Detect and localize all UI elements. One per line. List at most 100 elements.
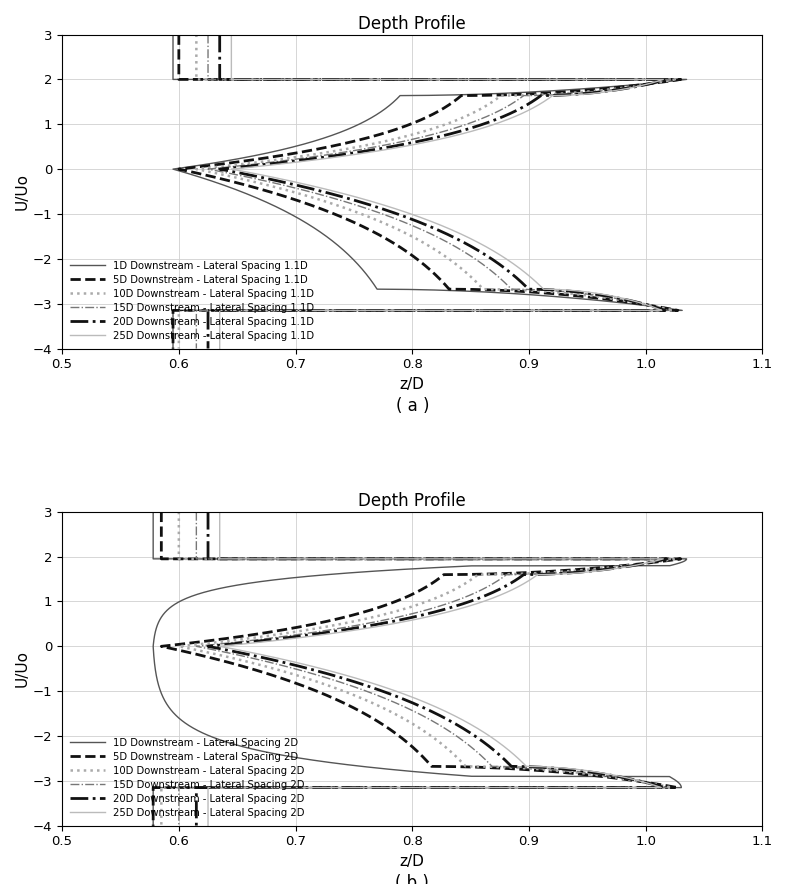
1D Downstream - Lateral Spacing 1.1D (359, 266, 369, 277)
10D Downstream - Lateral Spacing 2D (594, 770, 604, 781)
15D Downstream - Lateral Spacing 2D (638, 777, 648, 788)
10D Downstream - Lateral Spacing 2D (639, 777, 649, 788)
1D Downstream - Lateral Spacing 1.1D (567, 293, 576, 303)
5D Downstream - Lateral Spacing 2D (148, 820, 158, 831)
20D Downstream - Lateral Spacing 2D (366, 682, 375, 692)
Y-axis label: U/Uo: U/Uo (15, 173, 30, 210)
25D Downstream - Lateral Spacing 1.1D (621, 84, 630, 95)
1D Downstream - Lateral Spacing 2D (176, 713, 185, 724)
20D Downstream - Lateral Spacing 2D (606, 770, 615, 781)
10D Downstream - Lateral Spacing 2D (400, 713, 409, 724)
15D Downstream - Lateral Spacing 1.1D (642, 300, 652, 310)
15D Downstream - Lateral Spacing 2D (174, 820, 184, 831)
10D Downstream - Lateral Spacing 2D (600, 563, 609, 574)
1D Downstream - Lateral Spacing 1.1D (169, 29, 178, 40)
25D Downstream - Lateral Spacing 2D (638, 777, 648, 788)
25D Downstream - Lateral Spacing 2D (502, 743, 511, 754)
Line: 5D Downstream - Lateral Spacing 1.1D: 5D Downstream - Lateral Spacing 1.1D (173, 34, 681, 348)
1D Downstream - Lateral Spacing 1.1D (329, 237, 338, 248)
5D Downstream - Lateral Spacing 2D (301, 682, 310, 692)
5D Downstream - Lateral Spacing 1.1D (597, 84, 607, 95)
15D Downstream - Lateral Spacing 2D (469, 743, 478, 754)
10D Downstream - Lateral Spacing 1.1D (344, 204, 354, 215)
20D Downstream - Lateral Spacing 2D (488, 743, 497, 754)
1D Downstream - Lateral Spacing 1.1D (578, 84, 587, 95)
15D Downstream - Lateral Spacing 1.1D (203, 29, 213, 40)
5D Downstream - Lateral Spacing 1.1D (318, 204, 328, 215)
20D Downstream - Lateral Spacing 1.1D (642, 300, 652, 310)
5D Downstream - Lateral Spacing 2D (157, 507, 166, 517)
1D Downstream - Lateral Spacing 1.1D (634, 300, 643, 310)
Line: 20D Downstream - Lateral Spacing 2D: 20D Downstream - Lateral Spacing 2D (196, 512, 667, 826)
10D Downstream - Lateral Spacing 1.1D (174, 343, 184, 354)
15D Downstream - Lateral Spacing 1.1D (191, 343, 201, 354)
10D Downstream - Lateral Spacing 1.1D (460, 266, 470, 277)
1D Downstream - Lateral Spacing 2D (148, 507, 158, 517)
5D Downstream - Lateral Spacing 2D (585, 770, 595, 781)
25D Downstream - Lateral Spacing 1.1D (227, 29, 236, 40)
25D Downstream - Lateral Spacing 2D (615, 563, 624, 574)
Line: 1D Downstream - Lateral Spacing 2D: 1D Downstream - Lateral Spacing 2D (153, 512, 686, 826)
Line: 15D Downstream - Lateral Spacing 2D: 15D Downstream - Lateral Spacing 2D (179, 512, 669, 826)
Line: 25D Downstream - Lateral Spacing 1.1D: 25D Downstream - Lateral Spacing 1.1D (220, 34, 663, 348)
25D Downstream - Lateral Spacing 2D (215, 507, 225, 517)
20D Downstream - Lateral Spacing 2D (611, 563, 621, 574)
20D Downstream - Lateral Spacing 1.1D (203, 343, 213, 354)
25D Downstream - Lateral Spacing 1.1D (393, 204, 403, 215)
Text: ( b ): ( b ) (396, 874, 429, 884)
5D Downstream - Lateral Spacing 1.1D (174, 29, 184, 40)
15D Downstream - Lateral Spacing 1.1D (614, 84, 623, 95)
10D Downstream - Lateral Spacing 1.1D (418, 237, 427, 248)
Line: 5D Downstream - Lateral Spacing 2D: 5D Downstream - Lateral Spacing 2D (153, 512, 681, 826)
1D Downstream - Lateral Spacing 2D (452, 770, 461, 781)
Line: 15D Downstream - Lateral Spacing 1.1D: 15D Downstream - Lateral Spacing 1.1D (196, 34, 669, 348)
Title: Depth Profile: Depth Profile (359, 492, 466, 510)
25D Downstream - Lateral Spacing 2D (203, 820, 213, 831)
25D Downstream - Lateral Spacing 2D (609, 770, 619, 781)
20D Downstream - Lateral Spacing 2D (203, 507, 213, 517)
15D Downstream - Lateral Spacing 2D (607, 563, 616, 574)
5D Downstream - Lateral Spacing 2D (370, 713, 379, 724)
Line: 25D Downstream - Lateral Spacing 2D: 25D Downstream - Lateral Spacing 2D (208, 512, 663, 826)
15D Downstream - Lateral Spacing 2D (349, 682, 359, 692)
Legend: 1D Downstream - Lateral Spacing 2D, 5D Downstream - Lateral Spacing 2D, 10D Down: 1D Downstream - Lateral Spacing 2D, 5D D… (67, 735, 307, 820)
15D Downstream - Lateral Spacing 1.1D (488, 266, 497, 277)
X-axis label: z/D: z/D (400, 854, 425, 869)
1D Downstream - Lateral Spacing 2D (154, 682, 164, 692)
Line: 20D Downstream - Lateral Spacing 1.1D: 20D Downstream - Lateral Spacing 1.1D (208, 34, 667, 348)
20D Downstream - Lateral Spacing 1.1D (458, 237, 467, 248)
1D Downstream - Lateral Spacing 1.1D (277, 204, 287, 215)
1D Downstream - Lateral Spacing 2D (422, 563, 432, 574)
10D Downstream - Lateral Spacing 2D (157, 820, 166, 831)
25D Downstream - Lateral Spacing 1.1D (616, 293, 626, 303)
Legend: 1D Downstream - Lateral Spacing 1.1D, 5D Downstream - Lateral Spacing 1.1D, 10D : 1D Downstream - Lateral Spacing 1.1D, 5D… (67, 257, 318, 344)
25D Downstream - Lateral Spacing 1.1D (519, 266, 529, 277)
10D Downstream - Lateral Spacing 1.1D (602, 293, 611, 303)
Line: 1D Downstream - Lateral Spacing 1.1D: 1D Downstream - Lateral Spacing 1.1D (173, 34, 686, 348)
25D Downstream - Lateral Spacing 2D (456, 713, 466, 724)
15D Downstream - Lateral Spacing 2D (191, 507, 201, 517)
15D Downstream - Lateral Spacing 1.1D (442, 237, 452, 248)
5D Downstream - Lateral Spacing 1.1D (427, 266, 437, 277)
10D Downstream - Lateral Spacing 2D (443, 743, 452, 754)
5D Downstream - Lateral Spacing 1.1D (641, 300, 651, 310)
25D Downstream - Lateral Spacing 1.1D (641, 300, 651, 310)
Line: 10D Downstream - Lateral Spacing 1.1D: 10D Downstream - Lateral Spacing 1.1D (179, 34, 675, 348)
1D Downstream - Lateral Spacing 1.1D (169, 343, 178, 354)
25D Downstream - Lateral Spacing 1.1D (215, 343, 225, 354)
20D Downstream - Lateral Spacing 1.1D (619, 84, 628, 95)
5D Downstream - Lateral Spacing 1.1D (387, 237, 396, 248)
25D Downstream - Lateral Spacing 1.1D (472, 237, 481, 248)
5D Downstream - Lateral Spacing 1.1D (169, 343, 178, 354)
5D Downstream - Lateral Spacing 1.1D (592, 293, 601, 303)
10D Downstream - Lateral Spacing 2D (174, 507, 184, 517)
20D Downstream - Lateral Spacing 1.1D (215, 29, 225, 40)
5D Downstream - Lateral Spacing 2D (639, 777, 649, 788)
20D Downstream - Lateral Spacing 1.1D (504, 266, 514, 277)
20D Downstream - Lateral Spacing 2D (191, 820, 201, 831)
25D Downstream - Lateral Spacing 2D (379, 682, 388, 692)
Line: 10D Downstream - Lateral Spacing 2D: 10D Downstream - Lateral Spacing 2D (162, 512, 675, 826)
Y-axis label: U/Uo: U/Uo (15, 651, 30, 687)
Title: Depth Profile: Depth Profile (359, 15, 466, 33)
5D Downstream - Lateral Spacing 2D (591, 563, 600, 574)
